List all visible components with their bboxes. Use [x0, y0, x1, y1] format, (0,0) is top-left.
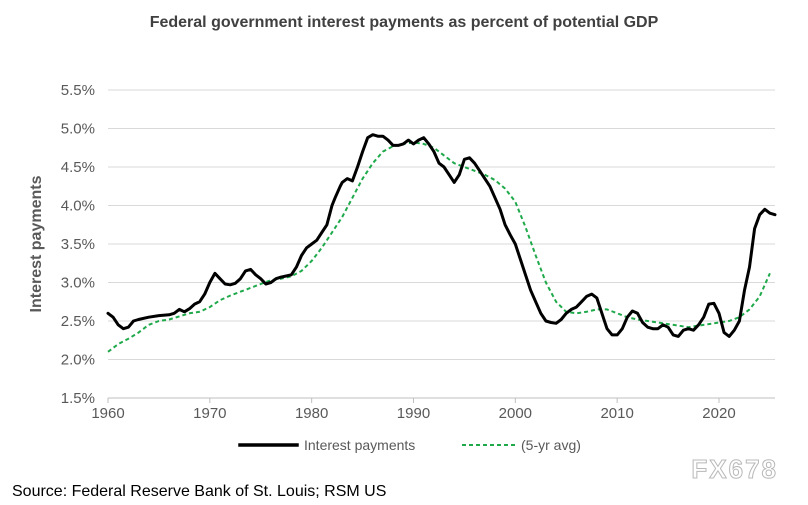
x-tick-label: 2010: [600, 405, 633, 422]
y-axis-ticks: 1.5% 2.0% 2.5% 3.0% 3.5% 4.0% 4.5% 5.0% 5.5%: [61, 82, 95, 407]
x-tick-label: 1960: [91, 405, 124, 422]
y-tick-label: 5.5%: [61, 82, 95, 99]
series-line-5yr-avg: [107, 141, 771, 353]
x-tick-label: 2000: [499, 405, 532, 422]
source-note: Source: Federal Reserve Bank of St. Loui…: [12, 483, 386, 500]
legend-label-5yr-avg: (5-yr avg): [521, 437, 581, 453]
y-tick-label: 3.5%: [61, 236, 95, 253]
x-axis: [107, 397, 775, 403]
y-axis-label: Interest payments: [28, 175, 45, 312]
gridlines: [108, 89, 775, 360]
x-tick-label: 1970: [193, 405, 226, 422]
y-tick-label: 5.0%: [61, 121, 95, 138]
y-tick-label: 2.0%: [61, 352, 95, 369]
legend-label-interest-payments: Interest payments: [304, 437, 415, 453]
x-tick-label: 1990: [397, 405, 430, 422]
chart-title: Federal government interest payments as …: [150, 14, 659, 31]
x-tick-label: 1980: [295, 405, 328, 422]
y-tick-label: 4.5%: [61, 159, 95, 176]
legend: Interest payments (5-yr avg): [238, 437, 581, 453]
series-line-interest-payments: [106, 133, 777, 338]
watermark: FX678: [691, 454, 778, 484]
y-tick-label: 4.0%: [61, 198, 95, 215]
y-tick-label: 3.0%: [61, 275, 95, 292]
x-tick-label: 2020: [702, 405, 735, 422]
y-tick-label: 2.5%: [61, 313, 95, 330]
y-tick-label: 1.5%: [61, 390, 95, 407]
x-axis-ticks: 1960 1970 1980 1990 2000 2010 2020: [91, 405, 735, 422]
series-layer: [106, 133, 777, 353]
